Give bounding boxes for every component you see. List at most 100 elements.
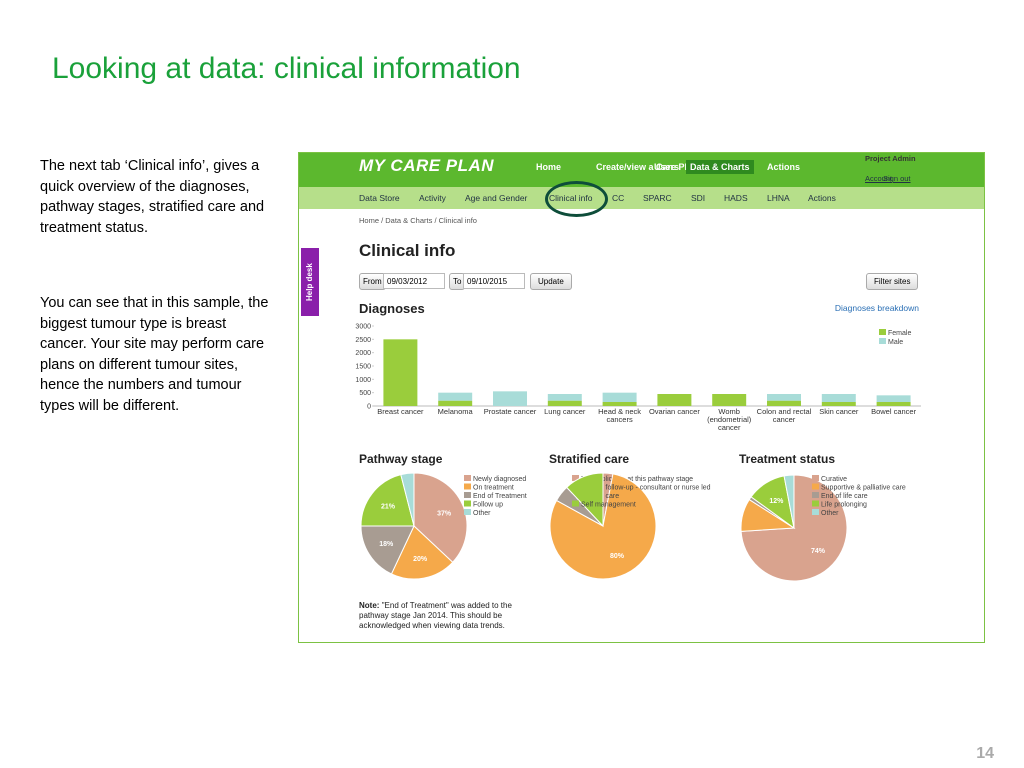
pie-slice — [783, 474, 795, 529]
bar — [767, 400, 801, 406]
breadcrumb[interactable]: Home / Data & Charts / Clinical info — [359, 216, 477, 225]
legend-label: Newly diagnosed — [473, 476, 526, 483]
legend-swatch — [464, 509, 471, 515]
legend-label: On treatment — [473, 485, 514, 492]
chart-title: Pathway stage — [359, 452, 443, 466]
from-label: From — [359, 273, 386, 290]
nav-item[interactable]: Actions — [767, 162, 801, 172]
note: Note: "End of Treatment" was added to th… — [359, 601, 539, 631]
legend-label: Male — [888, 339, 903, 346]
subnav-item[interactable]: Age and Gender — [465, 193, 528, 203]
chart-title: Stratified care — [549, 452, 629, 466]
x-tick-label: Breast cancer — [377, 407, 424, 416]
legend-swatch — [879, 338, 886, 344]
charts: Diagnoses Diagnoses breakdown 0 500 1000 1500… — [355, 301, 921, 582]
from-date[interactable]: 09/03/2012 — [383, 273, 445, 289]
slice-label: 80% — [610, 553, 625, 560]
y-tick-label: 500 — [359, 390, 371, 397]
pie-slice — [360, 525, 415, 575]
user-name: Project Admin — [865, 154, 916, 163]
legend-label: Self management — [581, 502, 636, 509]
bar — [547, 394, 582, 401]
legend-label: Female — [888, 330, 911, 337]
chart-title: Diagnoses — [359, 301, 425, 316]
subnav-item[interactable]: LHNA — [767, 193, 790, 203]
screenshot: MY CARE PLAN Project Admin Home / Data &… — [298, 152, 985, 643]
legend-swatch — [572, 500, 579, 507]
legend-label: End of life care — [821, 493, 868, 500]
bar — [712, 394, 747, 406]
subnav-item[interactable]: Data Store — [359, 193, 400, 203]
legend-swatch — [812, 475, 819, 481]
bar — [767, 394, 801, 401]
legend-label: Supportive & palliative care — [821, 485, 906, 492]
legend-swatch — [464, 483, 471, 490]
legend-swatch — [812, 509, 819, 515]
pie-slice — [400, 472, 415, 527]
page-number: 14 — [976, 745, 994, 762]
bar — [821, 394, 856, 402]
bar — [493, 391, 527, 406]
slice-label: 21% — [381, 503, 396, 510]
account-link[interactable]: Sign out — [883, 174, 911, 183]
bar — [438, 400, 473, 406]
bar — [383, 339, 418, 406]
x-tick-label: Head & neck cancers — [598, 407, 642, 424]
slice-label: 18% — [379, 541, 394, 548]
bar — [602, 392, 637, 402]
bar — [602, 402, 637, 406]
y-tick-label: 1000 — [355, 377, 371, 384]
legend-swatch — [879, 329, 886, 335]
legend-swatch — [812, 500, 819, 507]
pie-slice — [360, 474, 415, 527]
nav-item[interactable]: Create/view a Care Plan — [596, 162, 698, 172]
note-text: "End of Treatment" was added to the path… — [359, 601, 512, 630]
to-date[interactable]: 09/10/2015 — [463, 273, 525, 289]
logo[interactable]: MY CARE PLAN — [359, 156, 495, 175]
legend-label: Other — [821, 510, 839, 517]
legend-label: Follow up — [473, 502, 503, 509]
slice-label: 37% — [437, 510, 452, 517]
bar — [876, 395, 911, 402]
legend-label: End of Treatment — [473, 493, 527, 500]
x-tick-label: Bowel cancer — [871, 407, 917, 416]
subnav-item[interactable]: Activity — [419, 193, 446, 203]
legend-label: Clinical follow-up - consultant or nurse… — [581, 485, 711, 492]
account-link[interactable]: Account — [865, 174, 893, 183]
slice-label: 74% — [811, 548, 826, 555]
legend-label: Not applicable at this pathway stage — [581, 476, 693, 483]
subnav-item[interactable]: HADS — [724, 193, 748, 203]
chart-link: Diagnoses breakdown — [835, 303, 919, 313]
sub-bar — [299, 187, 984, 209]
legend-swatch — [464, 475, 471, 481]
nav-item[interactable]: Data & Charts — [686, 160, 754, 174]
x-tick-label: Womb (endometrial) cancer — [707, 407, 752, 432]
note-label: Note: — [359, 601, 380, 610]
y-tick-label: 0 — [367, 404, 371, 411]
legend-swatch — [812, 492, 819, 498]
filter-button[interactable]: Filter sites — [866, 273, 919, 290]
pie-slice — [390, 525, 454, 580]
subnav-item[interactable]: CC — [612, 193, 625, 203]
subnav-item[interactable]: SDI — [691, 193, 706, 203]
nav-item[interactable]: Users — [654, 162, 680, 172]
slide-title: Looking at data: clinical information — [52, 52, 521, 85]
paragraph: The next tab ‘Clinical info’, gives a qu… — [40, 158, 265, 236]
subnav-item[interactable]: Clinical info — [549, 193, 593, 203]
page-heading: Clinical info — [359, 241, 456, 260]
slice-label: 12% — [769, 498, 784, 505]
nav-item[interactable]: Home — [536, 162, 562, 172]
bar — [657, 394, 692, 406]
x-tick-label: Ovarian cancer — [648, 407, 700, 416]
slice-label: 20% — [413, 556, 428, 563]
subnav-item[interactable]: Actions — [808, 193, 836, 203]
x-tick-label: Colon and rectal cancer — [756, 407, 812, 424]
update-button[interactable]: Update — [530, 273, 572, 290]
subnav-item[interactable]: SPARC — [643, 193, 672, 203]
pie-slice — [413, 472, 468, 563]
bar — [438, 392, 473, 401]
x-tick-label: Melanoma — [437, 407, 473, 416]
x-tick-label: Prostate cancer — [483, 407, 537, 416]
legend-label: Other — [473, 510, 491, 517]
